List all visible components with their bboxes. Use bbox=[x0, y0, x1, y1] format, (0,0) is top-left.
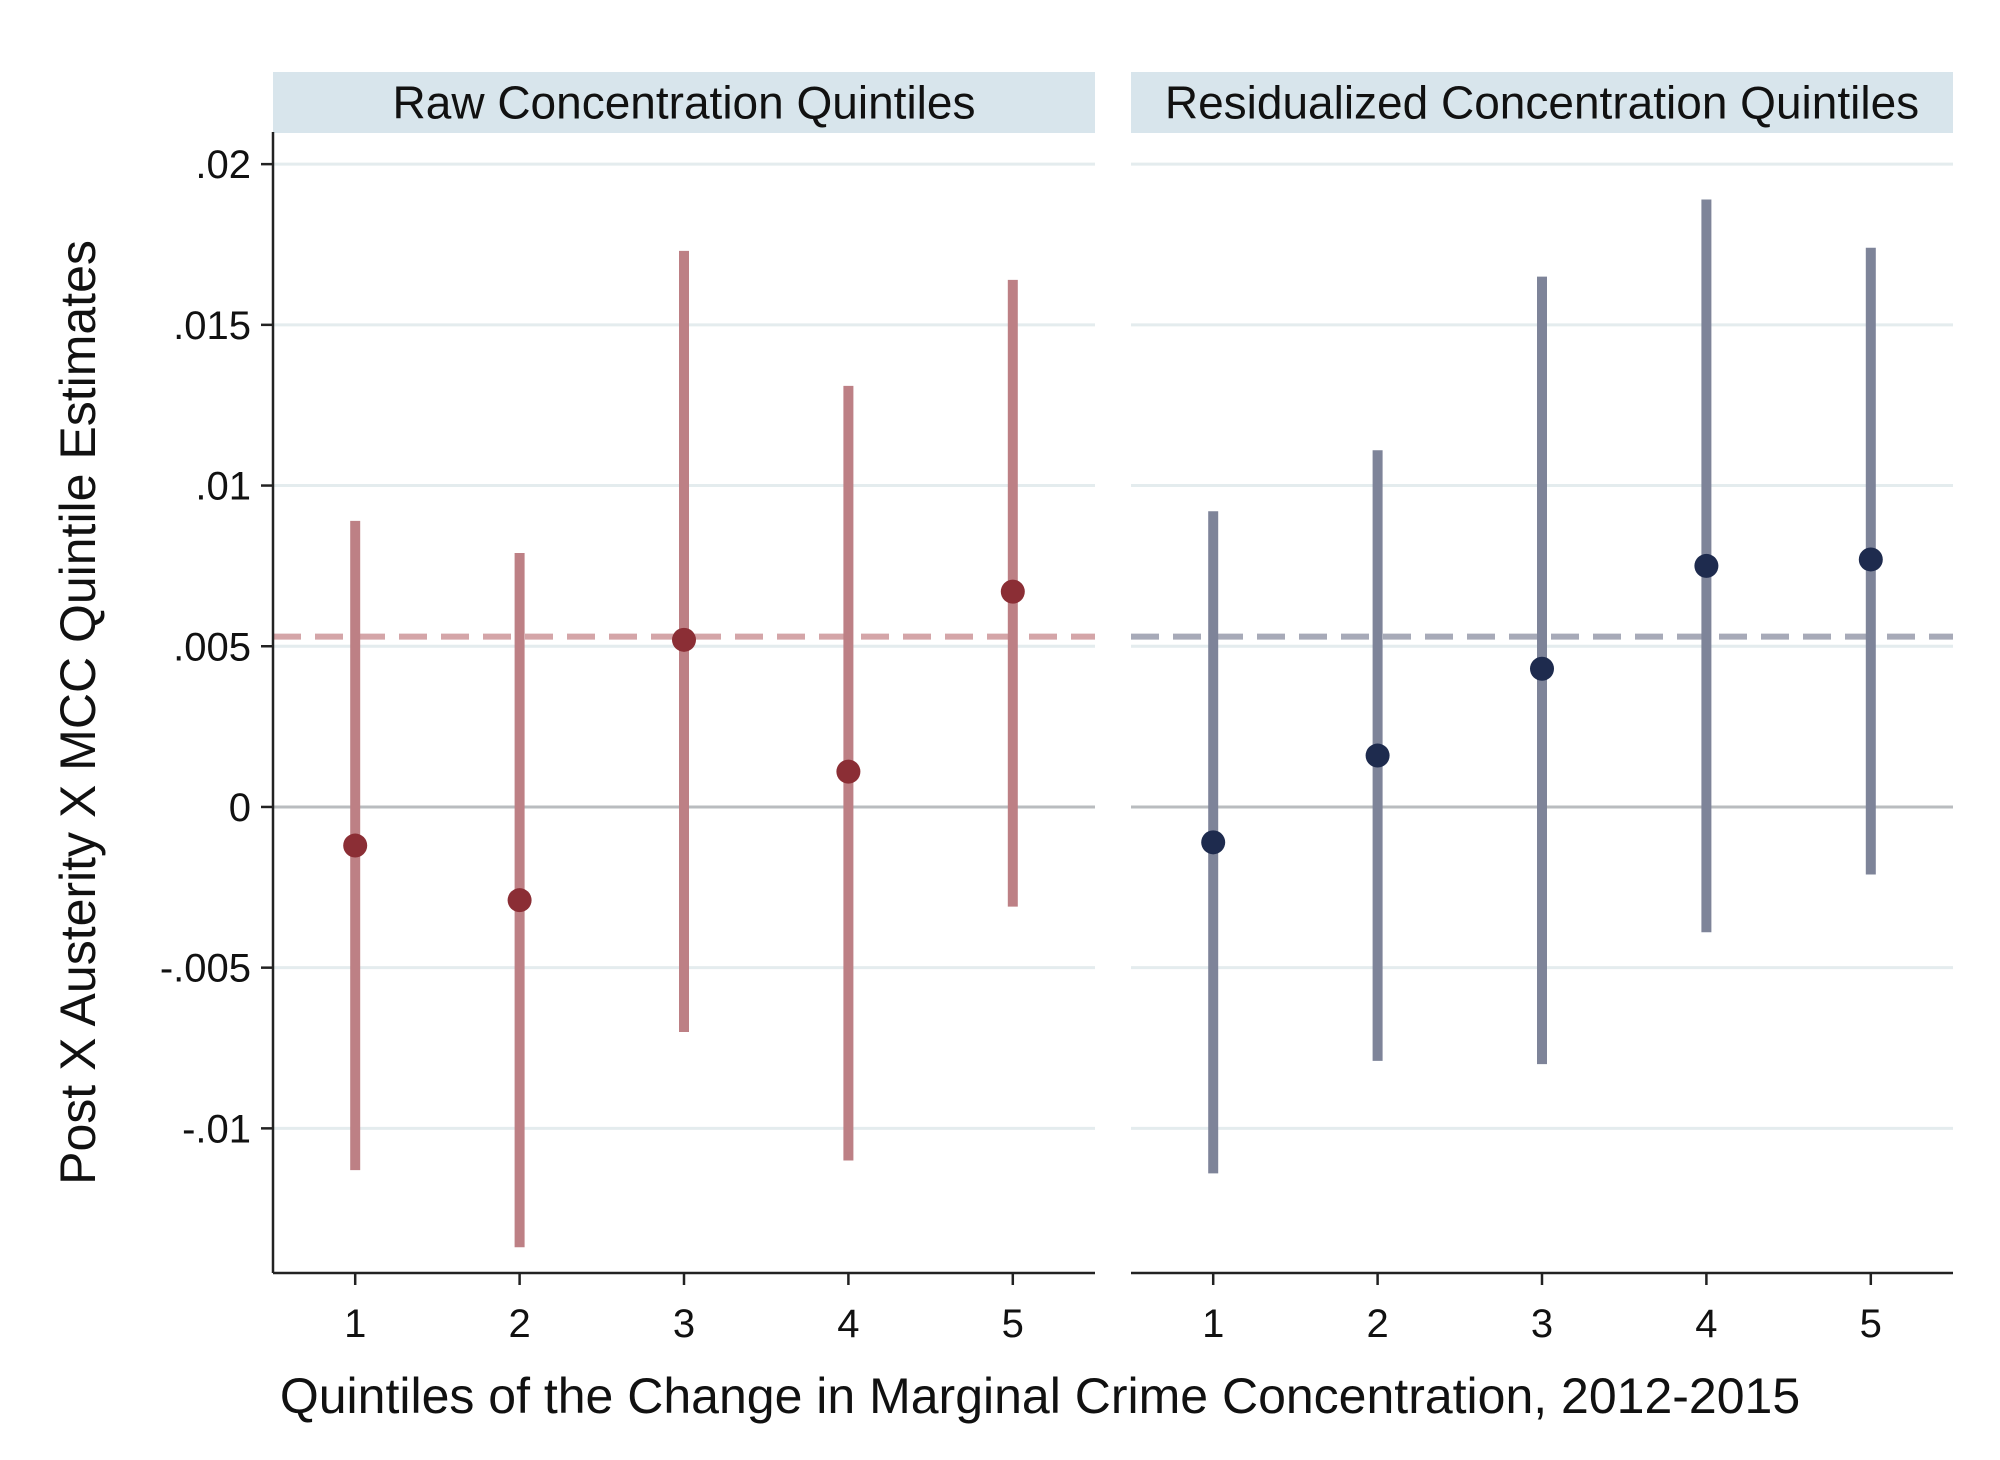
estimate-point-2-1 bbox=[1201, 830, 1226, 855]
estimate-point-2-5 bbox=[1858, 547, 1883, 572]
x-tick-label-1-1: 1 bbox=[344, 1302, 366, 1346]
x-tick-label-2-2: 2 bbox=[1366, 1302, 1388, 1346]
y-tick-label-3: .005 bbox=[173, 625, 251, 669]
y-tick-label-0: .02 bbox=[195, 143, 251, 187]
x-tick-label-2-1: 1 bbox=[1202, 1302, 1224, 1346]
panel-title-1: Raw Concentration Quintiles bbox=[393, 77, 976, 129]
y-tick-label-2: .01 bbox=[195, 465, 251, 509]
estimate-point-2-4 bbox=[1694, 553, 1719, 578]
panel-title-2: Residualized Concentration Quintiles bbox=[1165, 77, 1919, 129]
y-tick-label-1: .015 bbox=[173, 304, 251, 348]
y-axis-title: Post X Austerity X MCC Quintile Estimate… bbox=[50, 240, 106, 1185]
y-tick-label-5: -.005 bbox=[160, 947, 251, 991]
x-tick-label-2-4: 4 bbox=[1695, 1302, 1717, 1346]
x-tick-label-2-3: 3 bbox=[1531, 1302, 1553, 1346]
y-tick-label-4: 0 bbox=[229, 786, 251, 830]
estimate-point-1-5 bbox=[1000, 579, 1025, 604]
estimate-point-1-2 bbox=[507, 888, 532, 913]
estimate-point-1-3 bbox=[672, 627, 696, 652]
x-tick-label-1-4: 4 bbox=[837, 1302, 859, 1346]
x-tick-label-1-2: 2 bbox=[508, 1302, 530, 1346]
panel-header-1 bbox=[273, 72, 1095, 133]
x-tick-label-1-3: 3 bbox=[673, 1302, 695, 1346]
estimate-point-2-2 bbox=[1365, 743, 1390, 768]
x-axis-title: Quintiles of the Change in Marginal Crim… bbox=[280, 1368, 1800, 1424]
y-tick-label-6: -.01 bbox=[182, 1107, 251, 1151]
x-tick-label-2-5: 5 bbox=[1860, 1302, 1882, 1346]
panel-header-2 bbox=[1131, 72, 1953, 133]
x-tick-label-1-5: 5 bbox=[1002, 1302, 1024, 1346]
estimate-point-1-1 bbox=[343, 833, 368, 858]
estimate-point-1-4 bbox=[836, 759, 861, 784]
estimate-point-2-3 bbox=[1530, 656, 1554, 681]
